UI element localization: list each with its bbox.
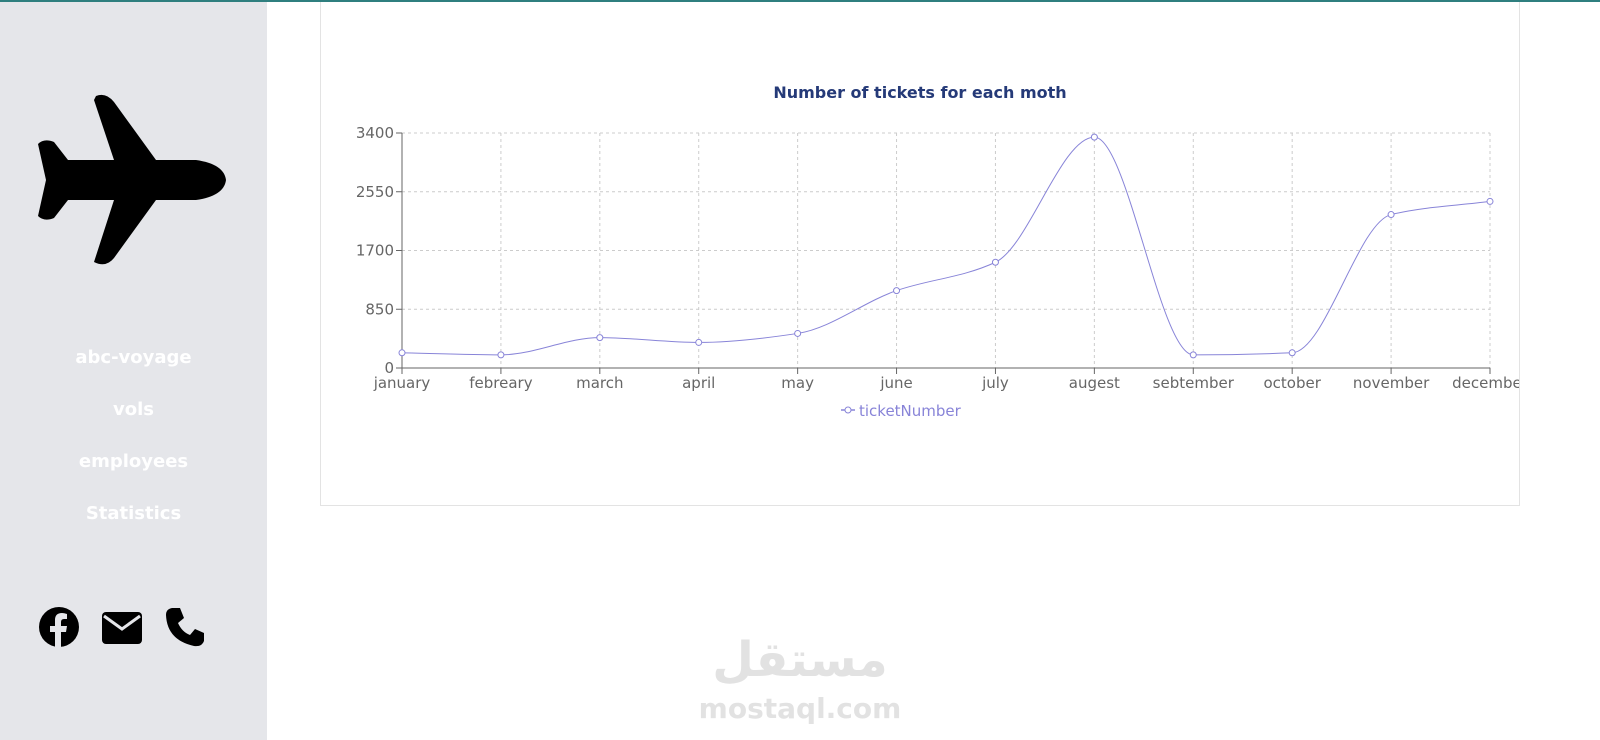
y-tick-label: 850 bbox=[365, 300, 394, 318]
phone-icon[interactable] bbox=[164, 606, 206, 648]
x-tick-label: april bbox=[682, 374, 715, 392]
x-tick-label: june bbox=[879, 374, 912, 392]
watermark: mostaql.com bbox=[698, 692, 902, 725]
x-tick-label: january bbox=[373, 374, 431, 392]
nav-item[interactable]: abc-voyage bbox=[75, 347, 192, 368]
legend-icon bbox=[844, 406, 852, 414]
nav-item[interactable]: employees bbox=[78, 451, 189, 472]
legend-label: ticketNumber bbox=[859, 402, 962, 420]
top-border bbox=[0, 0, 1600, 2]
watermark: مستقل bbox=[712, 632, 888, 688]
x-tick-label: december bbox=[1452, 374, 1519, 392]
y-tick-label: 1700 bbox=[356, 242, 394, 260]
chart-card: Number of tickets for each moth 0 850 1700… bbox=[320, 2, 1520, 506]
point bbox=[794, 329, 802, 337]
x-tick-label: july bbox=[981, 374, 1009, 392]
logo-plane bbox=[38, 94, 226, 265]
email-icon[interactable] bbox=[101, 611, 143, 645]
nav-item[interactable]: vols bbox=[113, 399, 154, 420]
point bbox=[596, 334, 604, 342]
point bbox=[398, 349, 406, 357]
y-tick-label: 2550 bbox=[356, 183, 394, 201]
chart: Number of tickets for each moth 0 850 1700… bbox=[356, 83, 1519, 420]
y-tick-label: 3400 bbox=[356, 124, 394, 142]
point bbox=[1486, 197, 1494, 205]
x-tick-label: febreary bbox=[469, 374, 532, 392]
point bbox=[497, 351, 505, 359]
x-tick-label: may bbox=[781, 374, 814, 392]
x-tick-label: october bbox=[1263, 374, 1321, 392]
sidebar: abc-voyage vols employees Statistics bbox=[0, 2, 267, 740]
facebook-icon[interactable] bbox=[38, 606, 80, 648]
nav-item[interactable]: Statistics bbox=[85, 503, 182, 524]
point bbox=[1387, 211, 1395, 219]
x-tick-label: november bbox=[1353, 374, 1430, 392]
point bbox=[1090, 133, 1098, 141]
point bbox=[1288, 349, 1296, 357]
chart-title: Number of tickets for each moth bbox=[773, 83, 1066, 102]
y-tick-label: 0 bbox=[384, 359, 394, 377]
point bbox=[893, 287, 901, 295]
line bbox=[401, 136, 1491, 356]
x-tick-label: march bbox=[576, 374, 623, 392]
point bbox=[991, 258, 999, 266]
point bbox=[1189, 351, 1197, 359]
point bbox=[695, 338, 703, 346]
x-tick-label: augest bbox=[1069, 374, 1120, 392]
x-tick-label: sebtember bbox=[1153, 374, 1235, 392]
